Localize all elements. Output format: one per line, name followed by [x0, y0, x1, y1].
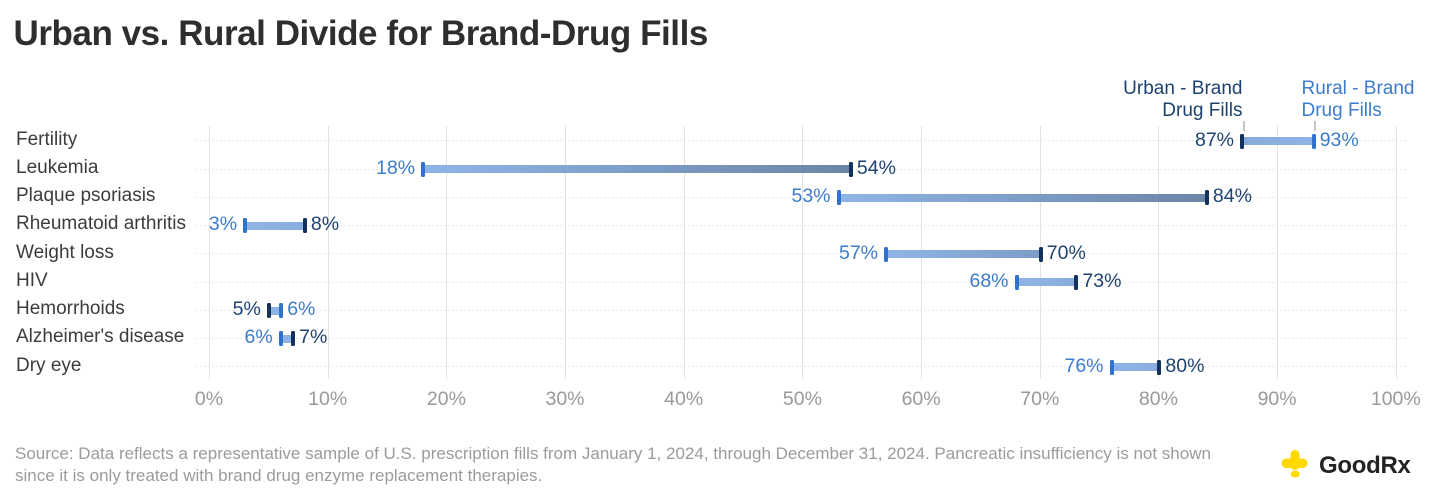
svg-text:GoodRx: GoodRx [1319, 452, 1411, 479]
